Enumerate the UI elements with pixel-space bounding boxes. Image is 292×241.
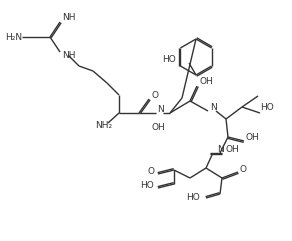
Text: NH₂: NH₂ (95, 121, 112, 130)
Text: N: N (210, 103, 217, 113)
Text: OH: OH (246, 134, 260, 142)
Text: N: N (157, 106, 164, 114)
Text: OH: OH (226, 146, 240, 154)
Text: H₂N: H₂N (5, 33, 22, 41)
Text: HO: HO (140, 181, 154, 190)
Text: OH: OH (199, 78, 213, 87)
Text: NH: NH (62, 13, 76, 22)
Text: O: O (240, 166, 247, 174)
Text: O: O (151, 91, 158, 100)
Text: HO: HO (186, 193, 200, 201)
Text: NH: NH (62, 51, 76, 60)
Text: HO: HO (260, 103, 274, 113)
Text: N: N (217, 146, 224, 154)
Text: HO: HO (162, 54, 176, 63)
Text: O: O (147, 167, 154, 176)
Text: OH: OH (151, 122, 165, 132)
